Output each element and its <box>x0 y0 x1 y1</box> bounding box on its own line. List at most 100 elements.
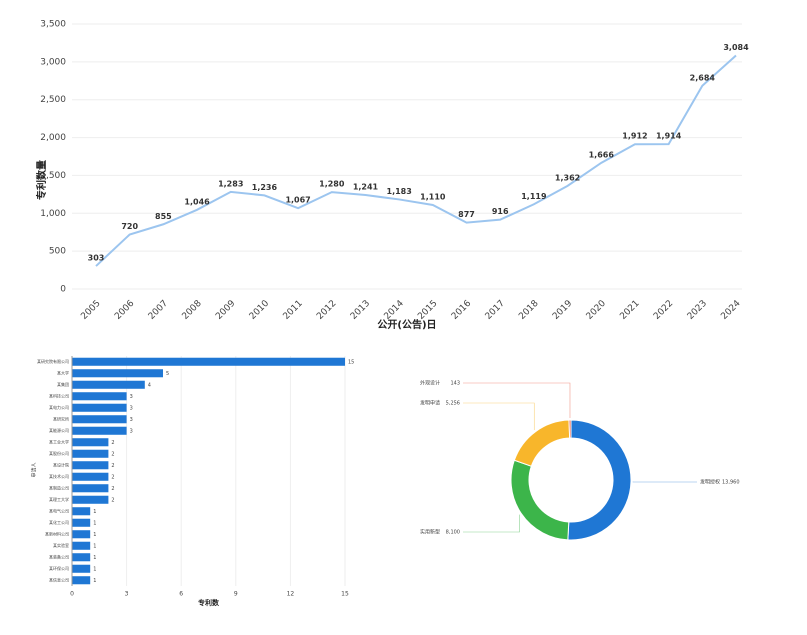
data-label: 1 <box>93 578 96 584</box>
y-tick-label: 1,000 <box>40 209 66 219</box>
y-tick-label: 某化工公司 <box>49 519 69 525</box>
data-label: 1,280 <box>319 180 345 189</box>
y-tick-label: 某研究所 <box>53 415 69 421</box>
data-label: 1,119 <box>521 192 547 201</box>
x-tick-label: 2022 <box>652 299 675 322</box>
y-tick-label: 0 <box>60 285 66 295</box>
data-label: 1,666 <box>589 150 615 159</box>
x-tick-label: 2006 <box>113 298 136 321</box>
y-axis-label: 专利数量 <box>35 160 48 200</box>
bar <box>72 530 91 539</box>
data-label: 5,256 <box>446 401 460 407</box>
data-label: 2 <box>111 451 114 457</box>
y-tick-label: 某集团 <box>57 381 69 387</box>
data-label: 3,084 <box>723 43 749 52</box>
x-tick-label: 2020 <box>585 298 608 321</box>
data-label: 877 <box>458 210 475 219</box>
data-label: 1,236 <box>252 183 278 192</box>
y-tick-label: 某制造公司 <box>49 484 69 490</box>
y-tick-label: 某研究院有限公司 <box>37 358 69 364</box>
x-tick-label: 9 <box>234 591 238 598</box>
y-tick-label: 某环保公司 <box>49 565 69 571</box>
y-tick-label: 某能源公司 <box>49 427 69 433</box>
y-tick-label: 某技术公司 <box>49 473 69 479</box>
data-label: 1,912 <box>622 132 647 141</box>
legend-label: 外观设计 <box>420 380 440 387</box>
data-label: 3 <box>130 405 133 411</box>
data-label: 1 <box>93 520 96 526</box>
bar <box>72 426 127 435</box>
data-label: 2 <box>111 440 114 446</box>
y-tick-label: 2,000 <box>40 133 66 143</box>
data-label: 13,960 <box>722 480 740 486</box>
bar <box>72 553 91 562</box>
y-tick-label: 某科技公司 <box>49 392 69 398</box>
legend-label: 实用新型 <box>420 529 440 536</box>
x-tick-label: 2021 <box>618 299 641 322</box>
y-tick-label: 1,500 <box>40 171 66 181</box>
y-tick-label: 3,500 <box>40 20 66 30</box>
x-tick-label: 2005 <box>79 299 102 322</box>
bar <box>72 576 91 585</box>
data-label: 1 <box>93 566 96 572</box>
x-tick-label: 15 <box>341 591 349 598</box>
data-label: 855 <box>155 212 172 221</box>
data-label: 1 <box>93 532 96 538</box>
x-tick-label: 2007 <box>147 299 170 322</box>
donut-segment <box>513 419 571 467</box>
x-tick-label: 6 <box>179 591 183 598</box>
data-label: 1,914 <box>656 132 682 141</box>
data-label: 1 <box>93 555 96 561</box>
x-tick-label: 2017 <box>484 299 507 322</box>
data-label: 3 <box>130 394 133 400</box>
data-label: 2 <box>111 463 114 469</box>
y-tick-label: 某理工大学 <box>49 496 69 502</box>
bar <box>72 415 127 424</box>
data-label: 303 <box>88 254 105 263</box>
data-label: 1,067 <box>285 196 310 205</box>
x-tick-label: 2014 <box>383 298 406 321</box>
data-label: 2,684 <box>690 73 716 82</box>
data-label: 4 <box>148 382 151 388</box>
bar <box>72 518 91 527</box>
y-tick-label: 某新材料公司 <box>45 530 69 536</box>
bar <box>72 472 109 481</box>
data-label: 15 <box>348 359 354 365</box>
bar <box>72 449 109 458</box>
data-label: 2 <box>111 497 114 503</box>
x-tick-label: 12 <box>287 591 295 598</box>
data-label: 3 <box>130 428 133 434</box>
bar <box>72 461 109 470</box>
data-label: 916 <box>492 207 509 216</box>
bar <box>72 541 91 550</box>
x-tick-label: 2012 <box>315 299 338 322</box>
y-tick-label: 某信息公司 <box>49 576 69 582</box>
y-axis-label: 申请人 <box>31 462 38 477</box>
data-label: 720 <box>121 222 138 231</box>
bar <box>72 357 345 366</box>
x-tick-label: 2008 <box>181 298 204 321</box>
x-axis-label: 专利数 <box>198 598 220 607</box>
x-tick-label: 2010 <box>248 298 271 321</box>
x-tick-label: 2024 <box>719 298 742 321</box>
leader-line <box>463 382 571 419</box>
y-tick-label: 某电力公司 <box>49 404 69 410</box>
bar <box>72 495 109 504</box>
donut-segment <box>568 419 572 439</box>
data-label: 3 <box>130 417 133 423</box>
legend-label: 发明申请 <box>420 400 440 407</box>
x-tick-label: 2013 <box>349 299 372 322</box>
x-tick-label: 2016 <box>450 298 473 321</box>
data-label: 1,046 <box>184 197 210 206</box>
x-tick-label: 2009 <box>214 298 237 321</box>
data-label: 143 <box>450 381 460 387</box>
data-label: 1,183 <box>387 187 412 196</box>
bar <box>72 380 145 389</box>
bar <box>72 564 91 573</box>
x-tick-label: 0 <box>70 591 74 598</box>
bar <box>72 507 91 516</box>
y-tick-label: 某实验室 <box>53 542 69 548</box>
leader-line <box>463 514 520 533</box>
y-tick-label: 某电气公司 <box>49 507 69 513</box>
